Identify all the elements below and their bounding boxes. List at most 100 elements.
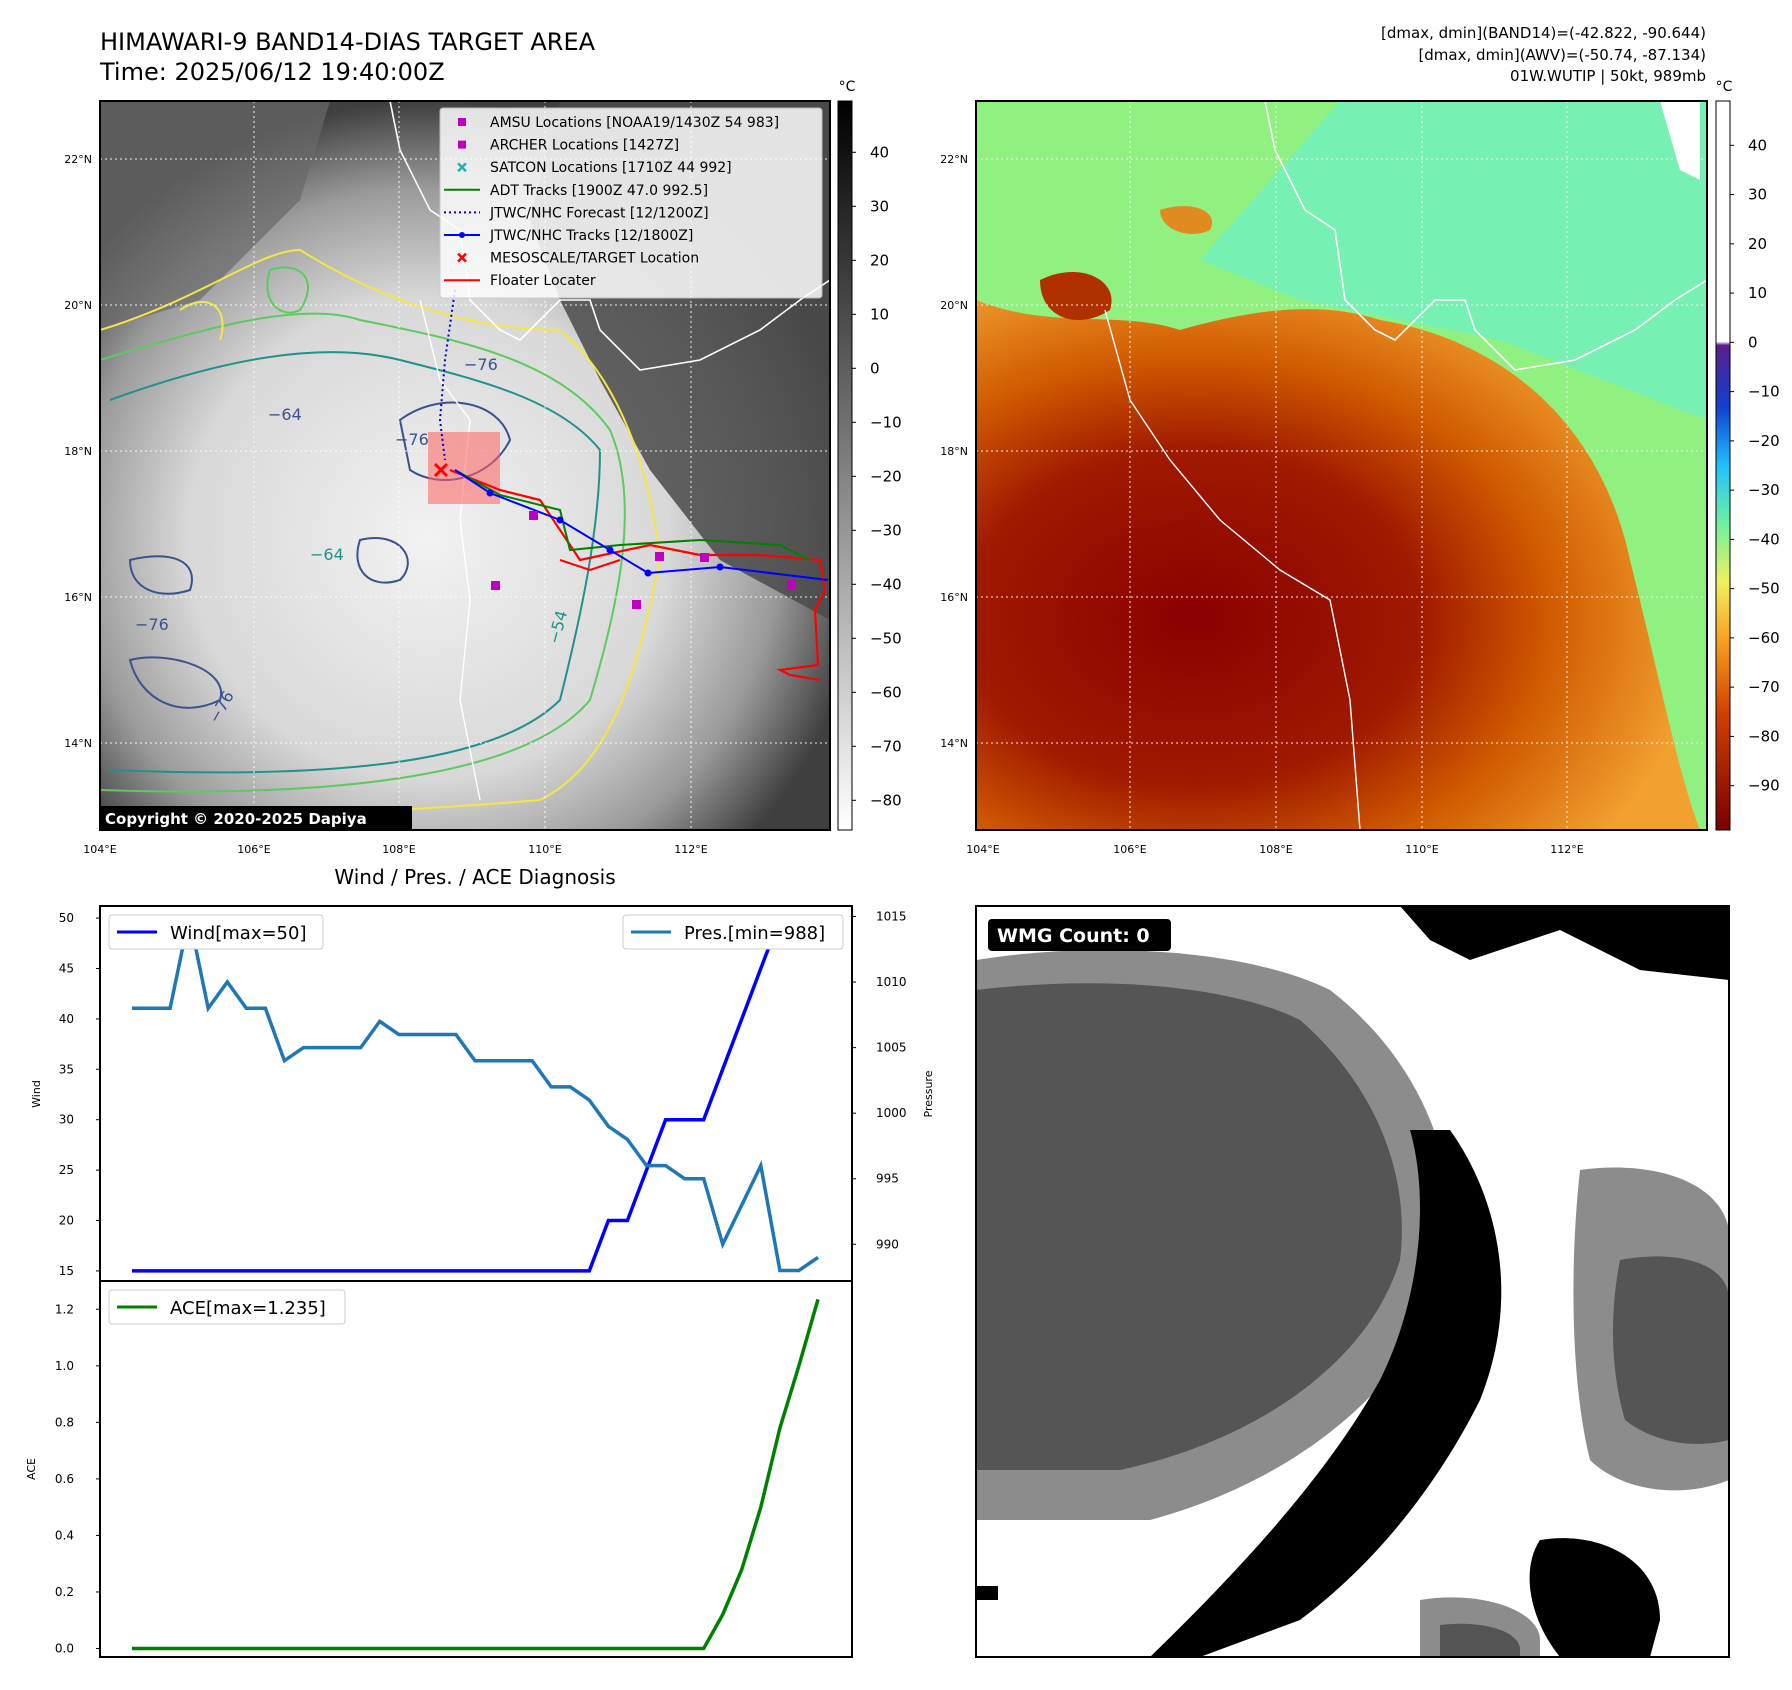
wind-chart-frame — [99, 905, 853, 1282]
wind-ytick-label: 50 — [59, 911, 74, 925]
wmg-label-box — [988, 919, 1171, 951]
wmg-black-patch — [1529, 1538, 1660, 1657]
ir-legend: AMSU Locations [NOAA19/1430Z 54 983] ARCH… — [439, 107, 823, 299]
ace-legend: ACE[max=1.235] — [108, 1289, 346, 1325]
pressure-ytick-label: 1015 — [876, 909, 907, 923]
lon-tick: 110°E — [1405, 843, 1438, 856]
ace-ytick-label: 0.2 — [55, 1585, 74, 1599]
ir-map-frame — [99, 100, 831, 831]
ace-ytick-label: 0.6 — [55, 1472, 74, 1486]
awv-coastline-west — [1104, 309, 1361, 830]
contour-label: −64 — [268, 405, 302, 424]
lat-tick: 14°N — [940, 737, 968, 750]
colorbar-tick-label: −50 — [1748, 580, 1780, 598]
legend-marker — [458, 140, 466, 149]
ir-coastline-west — [419, 299, 481, 801]
wind-legend-box — [108, 914, 324, 950]
pressure-legend-box — [622, 914, 844, 950]
colorbar-tick-label: 10 — [1748, 284, 1767, 302]
pressure-legend: Pres.[min=988] — [622, 914, 844, 950]
lon-tick: 106°E — [1113, 843, 1146, 856]
awv-map-frame — [975, 100, 1708, 831]
awv-lat-ticks: 22°N 20°N 18°N 16°N 14°N — [940, 153, 968, 750]
jtwc-track-points — [486, 489, 724, 577]
colorbar-tick-label: −90 — [1748, 777, 1780, 795]
awv-storm — [976, 300, 1700, 830]
lon-tick: 110°E — [528, 843, 561, 856]
target-marker — [433, 462, 449, 478]
colorbar-tick-label: −20 — [870, 467, 902, 485]
pressure-ytick-label: 990 — [876, 1237, 899, 1251]
legend-label: Floater Locater — [490, 273, 596, 289]
pressure-ytick-label: 995 — [876, 1172, 899, 1186]
colorbar-tick-label: −10 — [870, 413, 902, 431]
wmg-frame — [975, 905, 1730, 1658]
lon-tick: 112°E — [674, 843, 707, 856]
copyright-box — [100, 806, 412, 830]
ir-colorbar — [837, 100, 853, 831]
pressure-ytick-label: 1005 — [876, 1041, 907, 1055]
colorbar-tick-label: 10 — [870, 305, 889, 323]
wind-ytick-label: 25 — [59, 1163, 74, 1177]
wind-ytick-label: 40 — [59, 1012, 74, 1026]
lat-tick: 18°N — [64, 445, 92, 458]
wmg-black-region — [1400, 906, 1729, 980]
info-line-1: [dmax, dmin](BAND14)=(-42.822, -90.644) — [1381, 24, 1706, 42]
legend-label: JTWC/NHC Forecast [12/1200Z] — [489, 205, 709, 221]
ir-dry-air — [100, 101, 330, 330]
awv-cell — [1040, 271, 1112, 320]
amsu-archer-points — [491, 511, 796, 609]
colorbar-tick-label: 30 — [1748, 186, 1767, 204]
pressure-ylabel: Pressure — [922, 1070, 935, 1117]
colorbar-tick-label: −80 — [1748, 727, 1780, 745]
wmg-small-block — [976, 1586, 998, 1600]
pressure-series-line — [132, 916, 819, 1273]
colorbar-tick-label: −50 — [870, 629, 902, 647]
colorbar-tick-label: 20 — [870, 251, 889, 269]
wind-ytick-label: 30 — [59, 1113, 74, 1127]
colorbar-tick-label: −30 — [870, 521, 902, 539]
colorbar-tick-label: −70 — [870, 737, 902, 755]
ir-contour-labels: −76 −64 −76 −64 −54 −76 −76 — [135, 355, 571, 726]
awv-grid — [976, 101, 1707, 830]
lat-tick: 20°N — [940, 299, 968, 312]
floater-locater-track — [449, 468, 827, 682]
legend-label: ARCHER Locations [1427Z] — [490, 138, 679, 154]
lon-tick: 104°E — [83, 843, 116, 856]
pressure-ytick-label: 1000 — [876, 1106, 907, 1120]
legend-label: MESOSCALE/TARGET Location — [490, 251, 699, 267]
jtwc-forecast-track — [438, 289, 456, 461]
contour-label: −76 — [135, 615, 169, 634]
wmg-count-label: WMG Count: 0 — [997, 925, 1150, 947]
legend-label: SATCON Locations [1710Z 44 992] — [490, 160, 732, 176]
wind-legend-label: Wind[max=50] — [170, 923, 307, 944]
wmg-panel: WMG Count: 0 — [975, 905, 1730, 1658]
contour-label: −64 — [310, 545, 344, 564]
lon-tick: 108°E — [382, 843, 415, 856]
colorbar-tick-label: 0 — [870, 359, 880, 377]
colorbar-tick-label: −70 — [1748, 678, 1780, 696]
ace-ytick-label: 0.0 — [55, 1642, 74, 1656]
figure-title: HIMAWARI-9 BAND14-DIAS TARGET AREA — [100, 28, 596, 56]
legend-marker — [457, 162, 467, 173]
ir-lon-ticks: 104°E 106°E 108°E 110°E 112°E — [83, 843, 707, 856]
awv-coastline — [1264, 101, 1707, 371]
colorbar-tick-label: 0 — [1748, 333, 1758, 351]
diagnosis-title: Wind / Pres. / ACE Diagnosis — [334, 865, 615, 889]
ir-contours — [100, 248, 662, 816]
awv-colorbar-ticks: 40 30 20 10 0 −10 −20 −30 −40 −50 −60 −70 −80 −90 — [1730, 136, 1780, 795]
ace-ylabel: ACE — [25, 1458, 38, 1480]
awv-map-panel: 104°E 106°E 108°E 110°E 112°E 22°N 20°N … — [940, 79, 1779, 856]
lon-tick: 112°E — [1550, 843, 1583, 856]
lat-tick: 22°N — [64, 153, 92, 166]
legend-box — [439, 107, 823, 299]
ir-lat-ticks: 22°N 20°N 18°N 16°N 14°N — [64, 153, 92, 750]
wind-ytick-label: 20 — [59, 1214, 74, 1228]
ace-legend-label: ACE[max=1.235] — [170, 1298, 326, 1319]
awv-colorbar — [1715, 100, 1731, 831]
colorbar-tick-label: −60 — [870, 683, 902, 701]
figure-time: Time: 2025/06/12 19:40:00Z — [99, 58, 445, 86]
copyright-text: Copyright © 2020-2025 Dapiya — [105, 810, 367, 828]
awv-moist-region — [1200, 101, 1707, 420]
